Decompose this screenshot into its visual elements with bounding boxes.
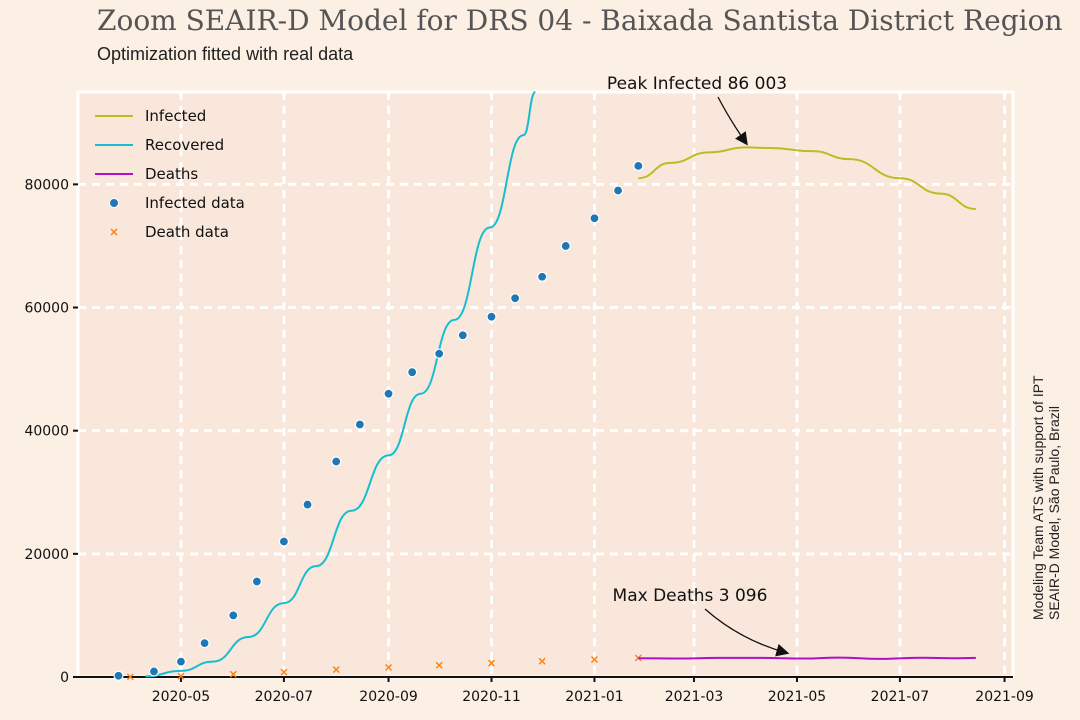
y-tick-label: 0 [60, 670, 69, 686]
legend-swatch [110, 228, 118, 236]
series-deaths-line [638, 656, 976, 660]
x-tick-label: 2021-01 [565, 689, 624, 705]
legend-label: Infected data [145, 194, 245, 212]
infected-data-point [302, 499, 313, 510]
y-tick-label: 20000 [24, 547, 69, 563]
legend-label: Infected [145, 107, 206, 125]
legend-swatch [109, 198, 119, 208]
chart-title: Zoom SEAIR-D Model for DRS 04 - Baixada … [97, 4, 1063, 37]
annotation-deaths-arrow [704, 608, 790, 657]
death-data-point [538, 657, 546, 665]
series-infected-line [638, 146, 976, 210]
death-data-point [487, 659, 495, 667]
x-tick-label: 2020-09 [359, 689, 418, 705]
death-data-point [435, 661, 443, 669]
infected-data-point [331, 456, 342, 467]
death-data-point [590, 655, 598, 663]
infected-data-point [510, 293, 521, 304]
y-tick-label: 60000 [24, 301, 69, 317]
infected-data-point [383, 388, 394, 399]
infected-data-point [175, 656, 187, 667]
x-tick-label: 2021-07 [871, 689, 930, 705]
x-tick-label: 2020-07 [255, 689, 314, 705]
x-tick-label: 2020-11 [462, 689, 521, 705]
death-data-point [332, 666, 340, 674]
legend-label: Death data [145, 223, 229, 241]
x-tick-label: 2021-03 [665, 689, 724, 705]
death-data-point [280, 668, 288, 676]
infected-data-point [560, 240, 571, 252]
annotation-max-deaths: Max Deaths 3 096 [613, 586, 768, 606]
death-data-point [229, 670, 237, 678]
x-tick-label: 2021-05 [768, 689, 827, 705]
death-data-point [385, 663, 393, 671]
infected-data-point [457, 330, 468, 341]
x-tick-label: 2020-05 [152, 689, 211, 705]
infected-data-point [251, 576, 262, 587]
infected-data-point [113, 670, 124, 681]
series-recovered-line [145, 91, 537, 678]
chart-subtitle: Optimization fitted with real data [97, 44, 354, 64]
y-tick-label: 40000 [24, 424, 69, 440]
legend-label: Deaths [145, 165, 198, 183]
infected-data-point [486, 311, 497, 322]
plot-area [78, 92, 1013, 677]
infected-data-point [537, 271, 548, 282]
annotation-peak-infected: Peak Infected 86 003 [607, 74, 787, 94]
infected-data-point [434, 348, 445, 359]
infected-data-point [589, 213, 600, 224]
infected-data-point [633, 160, 644, 171]
annotation-peak-arrow [717, 96, 748, 146]
infected-data-point [278, 536, 290, 547]
y-tick-label: 80000 [24, 177, 69, 193]
legend-label: Recovered [145, 136, 224, 154]
infected-data-point [228, 610, 239, 621]
infected-data-point [199, 638, 210, 649]
infected-data-point [354, 419, 365, 430]
infected-data-point [148, 666, 160, 677]
infected-data-point [612, 185, 624, 196]
death-data-point [177, 672, 185, 680]
infected-data-point [407, 367, 418, 378]
death-data-point [126, 673, 134, 681]
x-tick-label: 2021-09 [975, 689, 1034, 705]
